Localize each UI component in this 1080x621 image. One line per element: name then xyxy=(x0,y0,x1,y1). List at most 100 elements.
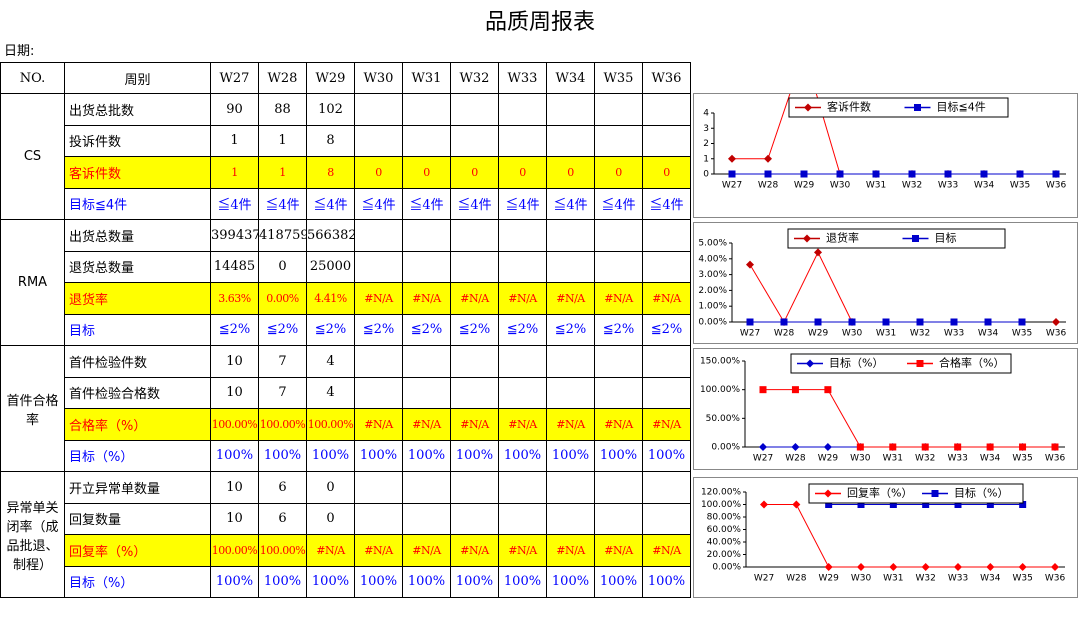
table-cell: 7 xyxy=(258,345,307,378)
marker xyxy=(931,490,939,497)
table-cell xyxy=(354,376,403,409)
table-cell xyxy=(498,250,547,283)
marker xyxy=(857,501,865,508)
x-tick-label: W30 xyxy=(851,574,872,584)
table-cell xyxy=(354,250,403,283)
legend-label: 回复率（%） xyxy=(847,486,912,500)
x-tick-label: W32 xyxy=(910,329,930,339)
marker xyxy=(984,318,992,326)
x-tick-label: W27 xyxy=(740,329,760,339)
line-chart: 0.00% 50.00% 100.00% 150.00% W27 W28 W29 W30 W31… xyxy=(693,348,1078,470)
table-cell: #N/A xyxy=(402,534,451,567)
table-cell: 100% xyxy=(450,439,499,472)
table-cell xyxy=(354,124,403,157)
series-line xyxy=(764,504,1055,568)
table-cell: ≦4件 xyxy=(258,187,307,220)
table-cell: ≦2% xyxy=(210,313,259,346)
table-cell: 100.00% xyxy=(258,534,307,567)
column-header: W30 xyxy=(354,62,403,94)
group-label: CS xyxy=(0,93,65,220)
y-tick-label: 50.00% xyxy=(706,414,741,424)
marker xyxy=(791,386,799,394)
column-header: W35 xyxy=(594,62,643,94)
marker xyxy=(944,170,952,178)
table-cell: 100.00% xyxy=(210,534,259,567)
marker xyxy=(823,443,832,451)
legend-label: 合格率（%） xyxy=(939,356,1004,370)
table-cell: 100% xyxy=(306,439,355,472)
marker xyxy=(986,443,994,451)
marker xyxy=(800,170,808,178)
column-header: W27 xyxy=(210,62,259,94)
table-cell: #N/A xyxy=(306,534,355,567)
column-header: W34 xyxy=(546,62,595,94)
table-cell: 100% xyxy=(210,439,259,472)
row-label: 目标 xyxy=(64,313,211,346)
x-tick-label: W32 xyxy=(915,454,935,464)
table-cell xyxy=(450,376,499,409)
table-row: 首件合格率 首件检验件数 10 7 4 xyxy=(0,345,691,472)
date-label: 日期: xyxy=(4,44,35,59)
table-cell xyxy=(402,219,451,252)
table-cell xyxy=(354,345,403,378)
y-tick-label: 100.00% xyxy=(700,385,740,395)
y-tick-label: 60.00% xyxy=(707,525,742,535)
table-cell: 102 xyxy=(306,93,355,126)
marker xyxy=(916,360,924,367)
marker xyxy=(759,386,767,394)
table-cell: #N/A xyxy=(594,282,643,315)
table-cell: ≦4件 xyxy=(450,187,499,220)
table-cell xyxy=(594,124,643,157)
table-cell: 0 xyxy=(498,156,547,189)
x-tick-label: W28 xyxy=(758,181,779,191)
marker xyxy=(728,154,736,163)
x-tick-label: W30 xyxy=(830,181,851,191)
table-cell: #N/A xyxy=(594,534,643,567)
x-tick-label: W30 xyxy=(850,454,871,464)
marker xyxy=(916,318,924,326)
column-header: 周别 xyxy=(64,62,211,94)
row-label: 目标（%） xyxy=(64,565,211,598)
x-tick-label: W28 xyxy=(785,454,806,464)
table-cell: ≦2% xyxy=(498,313,547,346)
table-row: 目标 ≦2% ≦2% ≦2% ≦2% ≦2% ≦2% ≦2% ≦2% ≦2% ≦2% xyxy=(1,313,691,346)
marker xyxy=(746,260,754,269)
x-tick-label: W35 xyxy=(1012,454,1032,464)
header-row: NO. 周别 W27 W28 W29 W30 W31 W32 W33 W34 W35 W36 xyxy=(0,62,691,94)
table-cell xyxy=(498,471,547,504)
table-cell xyxy=(402,345,451,378)
table-cell: ≦2% xyxy=(258,313,307,346)
table-cell: ≦4件 xyxy=(354,187,403,220)
table-cell xyxy=(594,376,643,409)
table-cell xyxy=(594,345,643,378)
table-cell: #N/A xyxy=(546,282,595,315)
table-cell xyxy=(498,376,547,409)
legend-label: 目标（%） xyxy=(954,486,1008,500)
table-cell: #N/A xyxy=(498,534,547,567)
table-cell: 8 xyxy=(306,156,355,189)
marker xyxy=(780,318,788,326)
table-cell: ≦2% xyxy=(642,313,691,346)
y-tick-label: 150.00% xyxy=(700,357,740,367)
table-cell xyxy=(402,502,451,535)
table-cell: 0.00% xyxy=(258,282,307,315)
marker xyxy=(889,563,898,571)
marker xyxy=(1052,318,1060,326)
y-tick-label: 1.00% xyxy=(698,302,727,312)
table-cell: 100% xyxy=(546,565,595,598)
row-label: 回复数量 xyxy=(64,502,211,535)
table-cell xyxy=(642,124,691,157)
marker xyxy=(882,318,890,326)
table-cell xyxy=(450,219,499,252)
table-row: 客诉件数 1 1 8 0 0 0 0 0 0 0 xyxy=(1,156,691,189)
marker xyxy=(921,443,929,451)
table-cell xyxy=(450,502,499,535)
row-label: 客诉件数 xyxy=(64,156,211,189)
group-label: 异常单关闭率（成品批退、制程） xyxy=(0,471,65,598)
table-cell: 10 xyxy=(210,376,259,409)
row-label: 回复率（%） xyxy=(64,534,211,567)
table-cell: 100.00% xyxy=(258,408,307,441)
row-label: 首件检验件数 xyxy=(64,345,211,378)
column-header: W28 xyxy=(258,62,307,94)
table-cell xyxy=(498,93,547,126)
